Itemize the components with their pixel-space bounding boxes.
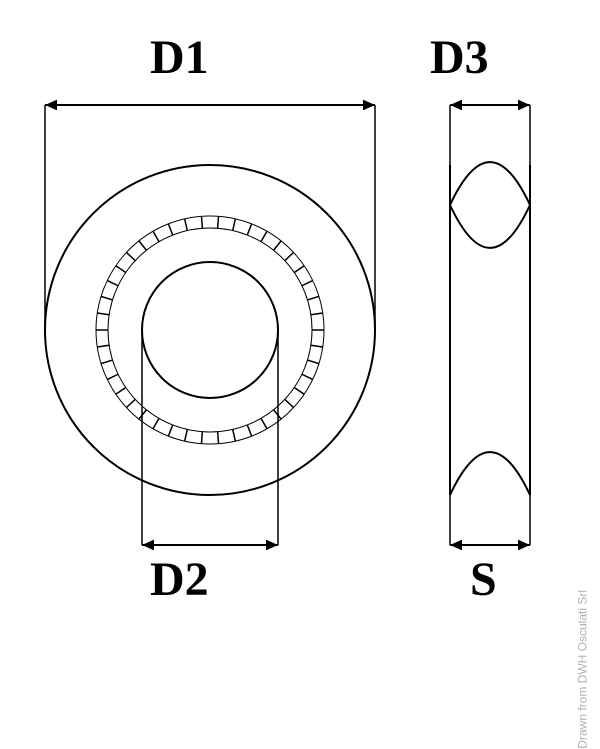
label-s: S	[470, 552, 497, 607]
technical-drawing-svg	[0, 0, 600, 600]
watermark-text: Drawn from DWH Osculati Srl	[576, 590, 590, 749]
label-d3: D3	[430, 30, 489, 85]
label-d2: D2	[150, 552, 209, 607]
diagram-canvas: D1 D2 D3 S Drawn from DWH Osculati Srl	[0, 0, 600, 600]
label-d1: D1	[150, 30, 209, 85]
